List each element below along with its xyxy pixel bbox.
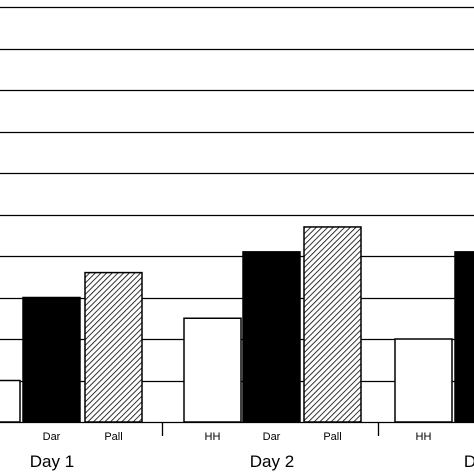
bar-day-2-dar [242, 251, 301, 423]
category-label: HH [205, 431, 221, 443]
group-label: Day 1 [30, 452, 74, 471]
bar-d-hh [394, 338, 453, 423]
category-label: HH [416, 431, 432, 443]
bar-day-1-dar [22, 296, 81, 423]
category-label: Pall [323, 431, 341, 443]
bars [0, 226, 474, 423]
category-label: Dar [43, 431, 61, 443]
category-label: Dar [263, 431, 281, 443]
bar-d-dar [454, 251, 474, 423]
category-label: Pall [104, 431, 122, 443]
bar-day-2-hh [183, 317, 242, 423]
bar-day-1-hh [0, 379, 21, 423]
bar-day-2-pall [303, 226, 362, 423]
group-label: D [464, 452, 474, 471]
group-label: Day 2 [250, 452, 294, 471]
bar-day-1-pall [84, 271, 143, 423]
